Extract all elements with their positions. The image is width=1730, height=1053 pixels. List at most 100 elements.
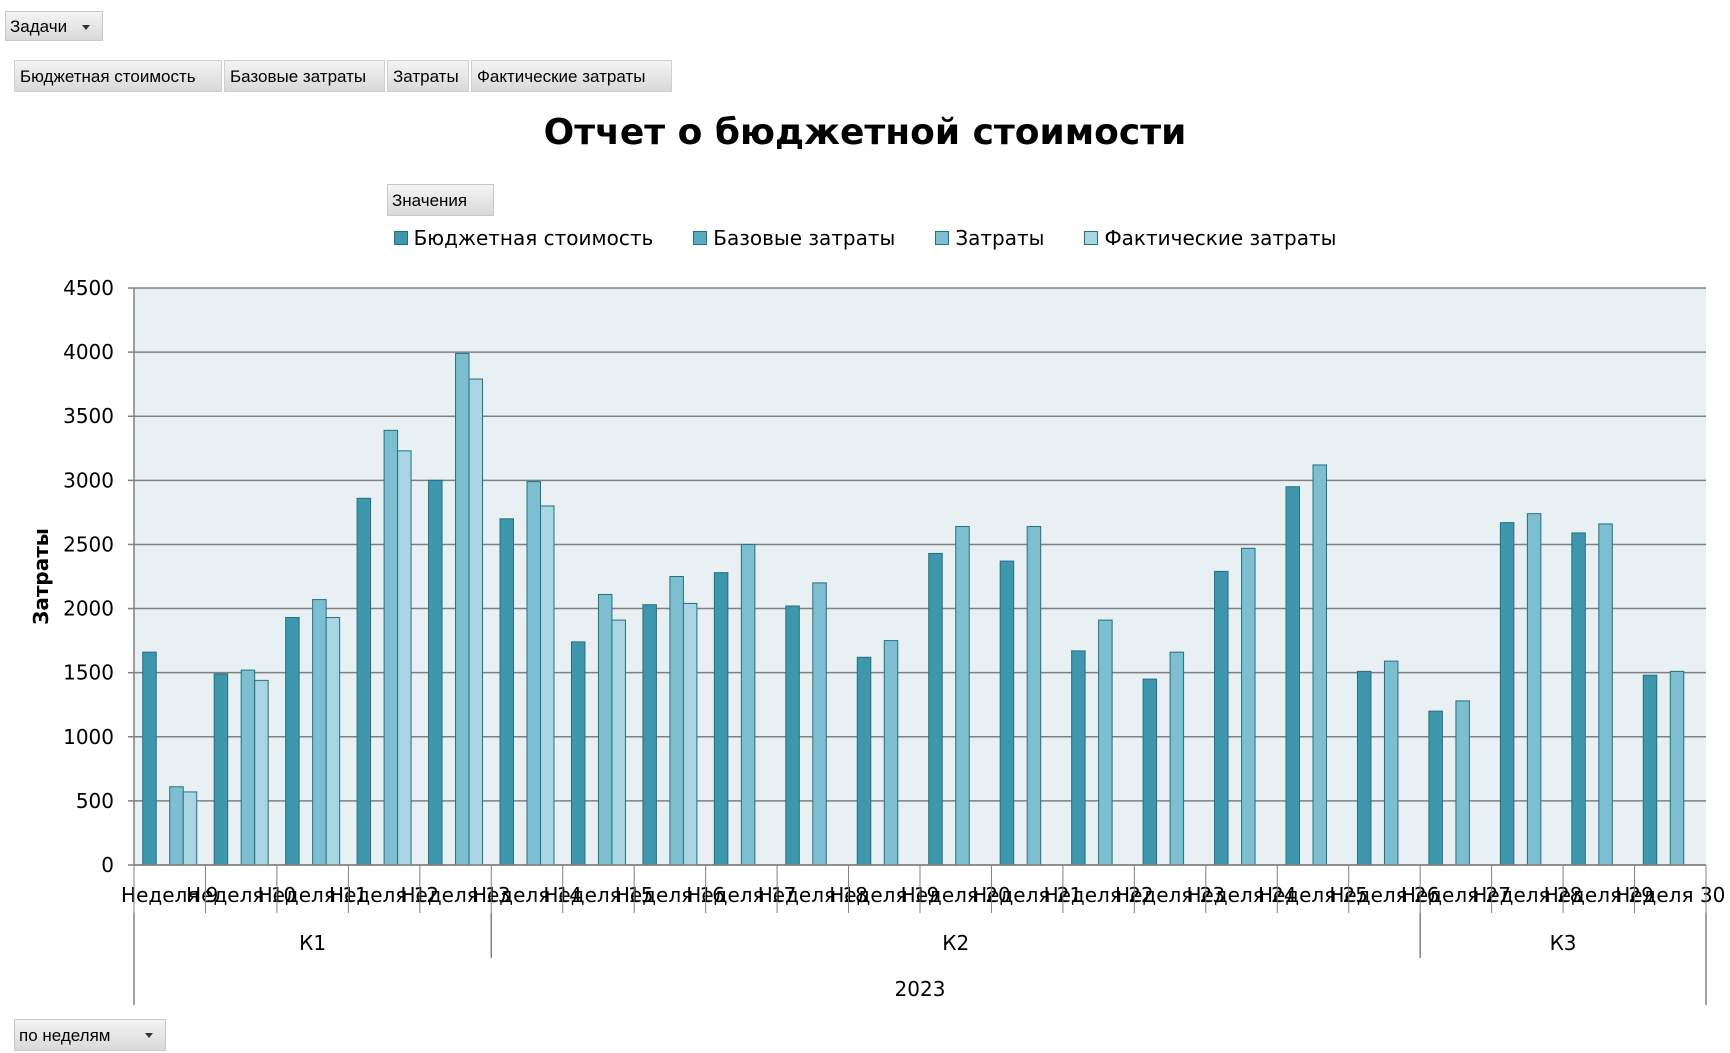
- bar: [1526, 513, 1542, 866]
- x-tick-label: Неделя 18: [758, 883, 868, 907]
- x-tick-label: Неделя 24: [1186, 883, 1296, 907]
- legend-swatch: [693, 231, 708, 245]
- y-tick-label: 2000: [63, 597, 114, 621]
- bar: [540, 505, 555, 866]
- bar: [1571, 532, 1586, 866]
- x-tick-label: Неделя 20: [901, 883, 1011, 907]
- bar: [597, 593, 613, 866]
- bar: [1142, 678, 1158, 866]
- legend-label: Бюджетная стоимость: [413, 226, 654, 250]
- bar: [1428, 710, 1443, 866]
- bar: [383, 429, 399, 866]
- bar: [611, 619, 626, 866]
- bar: [1214, 570, 1229, 866]
- series-field-budget[interactable]: Бюджетная стоимость: [14, 60, 222, 92]
- bar: [1499, 522, 1515, 866]
- bar: [1169, 651, 1185, 866]
- bar: [142, 651, 157, 866]
- y-tick-label: 1500: [63, 661, 114, 685]
- x-tick-label: Неделя 27: [1401, 883, 1511, 907]
- chart-title: Отчет о бюджетной стоимости: [543, 112, 1187, 153]
- legend-swatch: [393, 231, 408, 245]
- x-tick-label: Неделя 25: [1258, 883, 1368, 907]
- x-tick-label: Неделя 11: [258, 883, 368, 907]
- legend-item-cost: Затраты: [935, 226, 1044, 250]
- values-field-button[interactable]: Значения: [387, 184, 494, 216]
- bar: [1071, 650, 1086, 866]
- bar: [312, 599, 327, 866]
- series-field-cost[interactable]: Затраты: [387, 60, 469, 92]
- legend-item-baseline: Базовые затраты: [693, 226, 895, 250]
- legend-label: Базовые затраты: [713, 226, 896, 250]
- x-tick-label: Неделя 19: [829, 883, 939, 907]
- bar: [1383, 660, 1399, 866]
- y-tick-label: 4000: [63, 340, 114, 364]
- series-field-buttons: Бюджетная стоимость Базовые затраты Затр…: [14, 60, 674, 92]
- legend-item-budget: Бюджетная стоимость: [393, 226, 654, 250]
- bar: [428, 479, 443, 866]
- x-tick-label: Неделя 10: [186, 883, 296, 907]
- x-tick-label: Неделя 22: [1044, 883, 1154, 907]
- bar: [1241, 547, 1256, 866]
- quarter-label: К2: [942, 931, 969, 955]
- x-tick-label: Неделя 28: [1472, 883, 1582, 907]
- bar: [642, 604, 657, 866]
- bar: [182, 791, 198, 866]
- y-tick-label: 0: [101, 853, 114, 877]
- x-tick-label: Неделя 12: [329, 883, 439, 907]
- x-tick-label: Неделя 29: [1544, 883, 1654, 907]
- bar: [856, 656, 872, 866]
- bar: [1026, 525, 1042, 866]
- bar: [526, 481, 541, 866]
- bar: [682, 602, 698, 866]
- bar: [713, 572, 729, 866]
- bar: [169, 786, 184, 866]
- bar: [999, 560, 1015, 866]
- x-tick-label: Неделя 14: [472, 883, 582, 907]
- tasks-filter-label: Задачи: [10, 17, 68, 36]
- x-tick-label: Неделя 15: [543, 883, 653, 907]
- legend-label: Затраты: [955, 226, 1045, 250]
- x-tick-label: Неделя 30: [1615, 883, 1725, 907]
- y-axis-title: Затраты: [29, 528, 53, 625]
- legend-label: Фактические затраты: [1104, 226, 1337, 250]
- chevron-down-icon: [145, 1033, 153, 1038]
- bar: [928, 552, 943, 866]
- bar: [883, 640, 899, 866]
- tasks-filter-dropdown[interactable]: Задачи: [5, 11, 103, 41]
- x-tick-label: Неделя 21: [972, 883, 1082, 907]
- x-tick-label: Неделя 17: [686, 883, 796, 907]
- bar: [499, 518, 514, 866]
- bar: [1098, 619, 1113, 866]
- bar: [285, 617, 300, 866]
- year-label: 2023: [895, 977, 946, 1001]
- y-tick-label: 2500: [63, 532, 114, 556]
- period-filter-dropdown[interactable]: по неделям: [14, 1019, 166, 1051]
- y-tick-label: 3500: [63, 404, 114, 428]
- x-tick-label: Неделя 13: [400, 883, 510, 907]
- bar: [254, 679, 269, 866]
- bar: [356, 497, 372, 866]
- bar: [669, 576, 684, 866]
- y-tick-label: 4500: [63, 276, 114, 300]
- bar: [213, 673, 229, 866]
- y-tick-label: 1000: [63, 725, 114, 749]
- bar: [468, 378, 484, 866]
- y-tick-label: 3000: [63, 468, 114, 492]
- series-field-baseline[interactable]: Базовые затраты: [224, 60, 385, 92]
- x-tick-label: Неделя 26: [1329, 883, 1439, 907]
- legend-item-actual: Фактические затраты: [1084, 226, 1336, 250]
- bar: [955, 525, 970, 866]
- bar: [570, 641, 586, 866]
- chart-legend: Бюджетная стоимость Базовые затраты Затр…: [0, 226, 1730, 250]
- bar: [1598, 523, 1613, 866]
- bar: [740, 543, 756, 866]
- bar: [785, 605, 800, 866]
- bar: [1669, 670, 1685, 866]
- series-field-actual[interactable]: Фактические затраты: [471, 60, 672, 92]
- bar: [1642, 674, 1658, 866]
- quarter-label: К3: [1550, 931, 1577, 955]
- bar: [1356, 670, 1372, 866]
- legend-swatch: [935, 231, 950, 245]
